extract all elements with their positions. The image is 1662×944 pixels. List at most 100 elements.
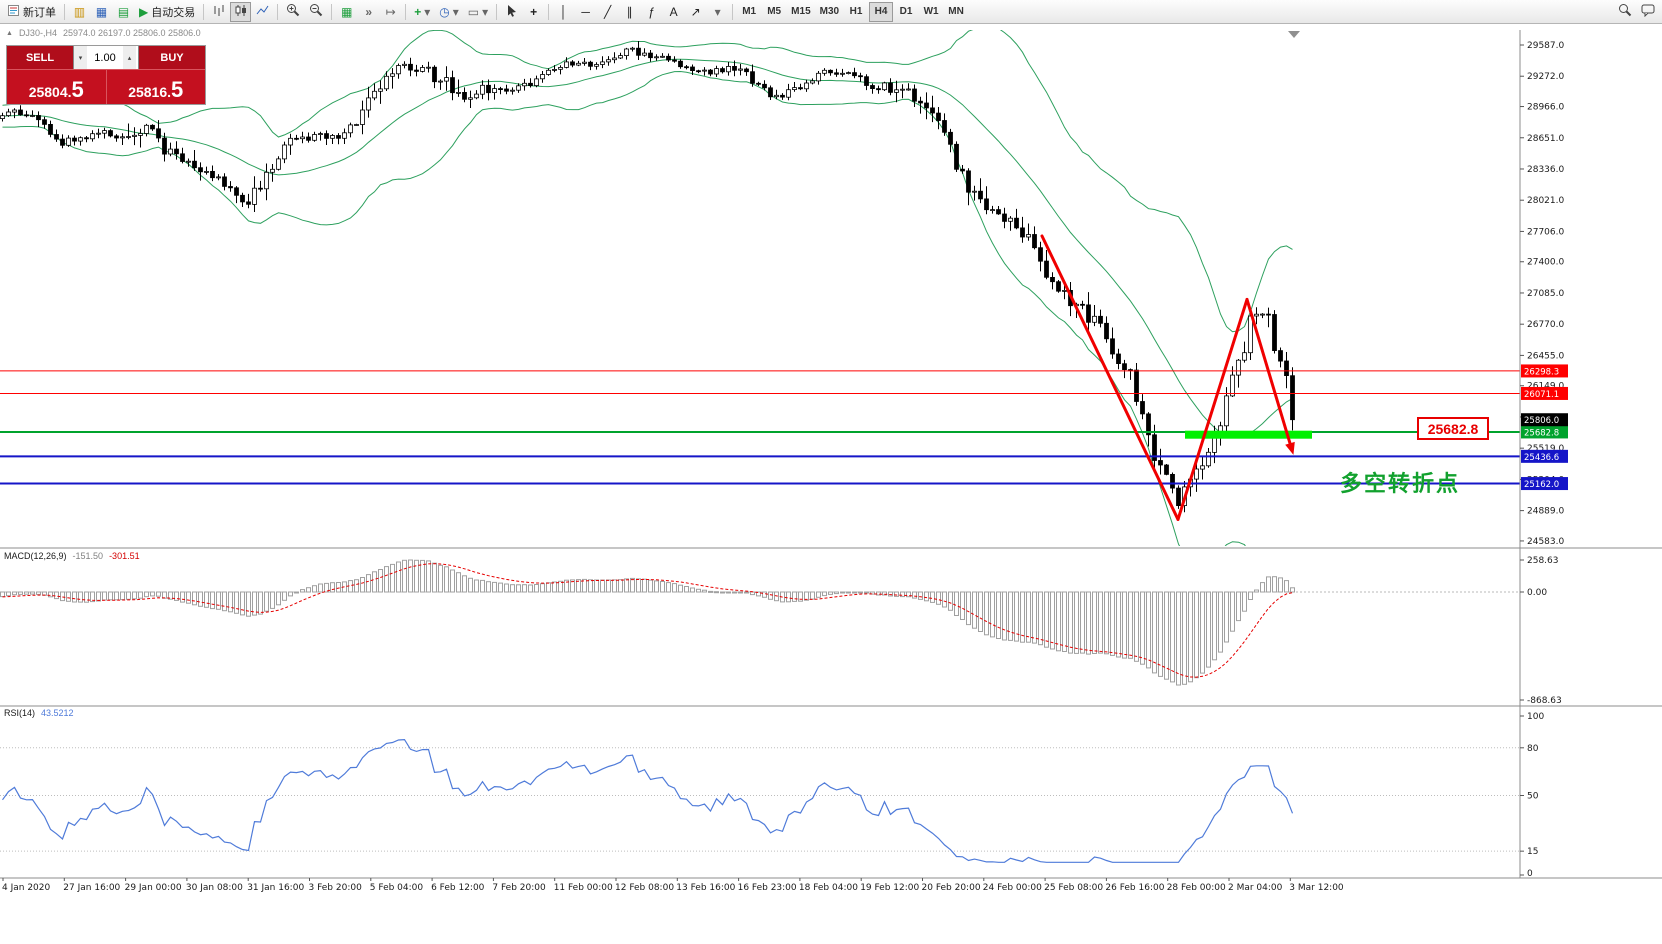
timeframe-mn-button[interactable]: MN [944,2,968,22]
bar-chart-button[interactable] [208,2,229,22]
cursor-button[interactable] [501,2,522,22]
zoom-in-button[interactable] [282,2,304,22]
crosshair-button[interactable]: + [523,2,544,22]
shapes-dropdown-button[interactable]: ▾ [707,2,728,22]
timeframe-d1-button[interactable]: D1 [894,2,918,22]
toolbar-separator [203,3,205,20]
market-watch-button[interactable]: ▥ [69,2,90,22]
zoom-out-button[interactable] [305,2,327,22]
arrows-tool-button[interactable]: ↗ [685,2,706,22]
trendline-icon: ╱ [604,4,612,19]
auto-trading-icon: ▶ [139,4,149,19]
svg-text:-868.63: -868.63 [1527,696,1562,706]
indicators-dropdown-icon: ▾ [424,4,431,19]
svg-text:29587.0: 29587.0 [1527,41,1564,51]
timeframe-m5-button[interactable]: M5 [762,2,786,22]
chat-button[interactable] [1637,2,1659,22]
macd-signal-curve [2,563,1293,678]
timeframe-h4-button[interactable]: H4 [869,1,894,22]
svg-text:0: 0 [1527,869,1533,879]
volume-control: ▾ ▴ [73,46,139,69]
sell-button[interactable]: SELL [7,46,73,69]
navigator-button[interactable]: ▤ [113,2,134,22]
svg-text:16 Feb 23:00: 16 Feb 23:00 [738,883,797,893]
svg-text:11 Feb 00:00: 11 Feb 00:00 [554,883,613,893]
volume-decrease-button[interactable]: ▾ [74,46,87,69]
turning-point-annotation[interactable]: 多空转折点 [1340,471,1461,496]
highlight-zone[interactable] [1185,430,1312,439]
search-icon [1618,3,1632,20]
trendline-1[interactable] [1040,234,1180,521]
price-tag-25436.6: 25436.6 [1521,449,1568,463]
svg-text:27085.0: 27085.0 [1527,289,1564,299]
auto-trading-button[interactable]: ▶ 自动交易 [135,2,199,22]
macd-name: MACD(12,26,9) [4,551,67,561]
svg-text:20 Feb 20:00: 20 Feb 20:00 [922,883,981,893]
candlestick-chart-button[interactable] [230,1,252,22]
timeframe-m30-button[interactable]: M30 [816,2,843,22]
vertical-line-button[interactable]: │ [553,2,574,22]
buy-price-big: 5 [171,77,184,103]
svg-text:27400.0: 27400.0 [1527,258,1564,268]
auto-scroll-button[interactable]: » [358,2,379,22]
bar-chart-icon [212,4,225,20]
trendline-3[interactable] [1245,297,1294,452]
fibonacci-button[interactable]: ƒ [641,2,662,22]
svg-text:28021.0: 28021.0 [1527,196,1564,206]
rsi-name: RSI(14) [4,708,36,718]
candlesticks[interactable] [0,41,1295,513]
tile-windows-button[interactable]: ▦ [336,2,357,22]
search-button[interactable] [1614,2,1636,22]
sell-price[interactable]: 25804. 5 [7,70,106,104]
chart-canvas[interactable]: 29587.0 29272.0 28966.0 28651.0 28336.0 28021… [0,24,1662,944]
timeframe-m15-button[interactable]: M15 [787,2,814,22]
horizontal-line-icon: ─ [581,4,590,19]
svg-text:27706.0: 27706.0 [1527,227,1564,237]
svg-text:18 Feb 04:00: 18 Feb 04:00 [799,883,858,893]
trendline-button[interactable]: ╱ [597,2,618,22]
trendline-2[interactable] [1176,297,1249,521]
macd-histogram [0,559,1295,686]
buy-button[interactable]: BUY [139,46,205,69]
market-watch-icon: ▥ [73,4,86,19]
svg-text:30 Jan 08:00: 30 Jan 08:00 [186,883,243,893]
periods-button[interactable]: ◷ ▾ [435,2,463,22]
symbol-icon: ▲ [6,29,13,37]
templates-icon: ▭ [467,4,480,19]
indicators-button[interactable]: + ▾ [410,2,434,22]
price-tag-25682.8: 25682.8 [1521,425,1568,439]
chart-shift-button[interactable]: ↦ [380,2,401,22]
channel-button[interactable]: ∥ [619,2,640,22]
tile-windows-icon: ▦ [341,4,353,19]
rsi-curve [2,738,1294,863]
new-order-button[interactable]: 新订单 [3,2,60,22]
data-window-button[interactable]: ▦ [91,2,112,22]
horizontal-line-button[interactable]: ─ [575,2,596,22]
svg-text:24889.0: 24889.0 [1527,507,1564,517]
svg-text:28651.0: 28651.0 [1527,134,1564,144]
svg-text:26455.0: 26455.0 [1527,351,1564,361]
timeframe-h1-button[interactable]: H1 [844,2,868,22]
svg-text:25519.0: 25519.0 [1527,444,1564,454]
svg-text:15: 15 [1527,847,1538,857]
text-tool-button[interactable]: A [663,2,684,22]
svg-text:6 Feb 12:00: 6 Feb 12:00 [431,883,485,893]
svg-text:28 Feb 00:00: 28 Feb 00:00 [1167,883,1226,893]
svg-text:25682.8: 25682.8 [1524,428,1559,438]
macd-signal-value: -301.51 [109,551,140,561]
timeframe-w1-button[interactable]: W1 [919,2,943,22]
svg-text:26149.0: 26149.0 [1527,382,1564,392]
timeframe-m1-button[interactable]: M1 [737,2,761,22]
volume-increase-button[interactable]: ▴ [123,46,136,69]
volume-input[interactable] [87,46,123,69]
chart-shift-marker[interactable] [1288,31,1300,38]
buy-price[interactable]: 25816. 5 [105,70,206,104]
symbol-ohlc-header: ▲ DJ30-,H4 25974.0 26197.0 25806.0 25806… [6,28,201,38]
svg-text:13 Feb 16:00: 13 Feb 16:00 [676,883,735,893]
line-chart-button[interactable] [252,2,273,22]
svg-text:24 Feb 00:00: 24 Feb 00:00 [983,883,1042,893]
price-callout-label[interactable]: 25682.8 [1417,417,1489,440]
svg-text:26 Feb 16:00: 26 Feb 16:00 [1105,883,1164,893]
templates-button[interactable]: ▭ ▾ [464,2,492,22]
trendline-arrowhead [1285,441,1295,455]
